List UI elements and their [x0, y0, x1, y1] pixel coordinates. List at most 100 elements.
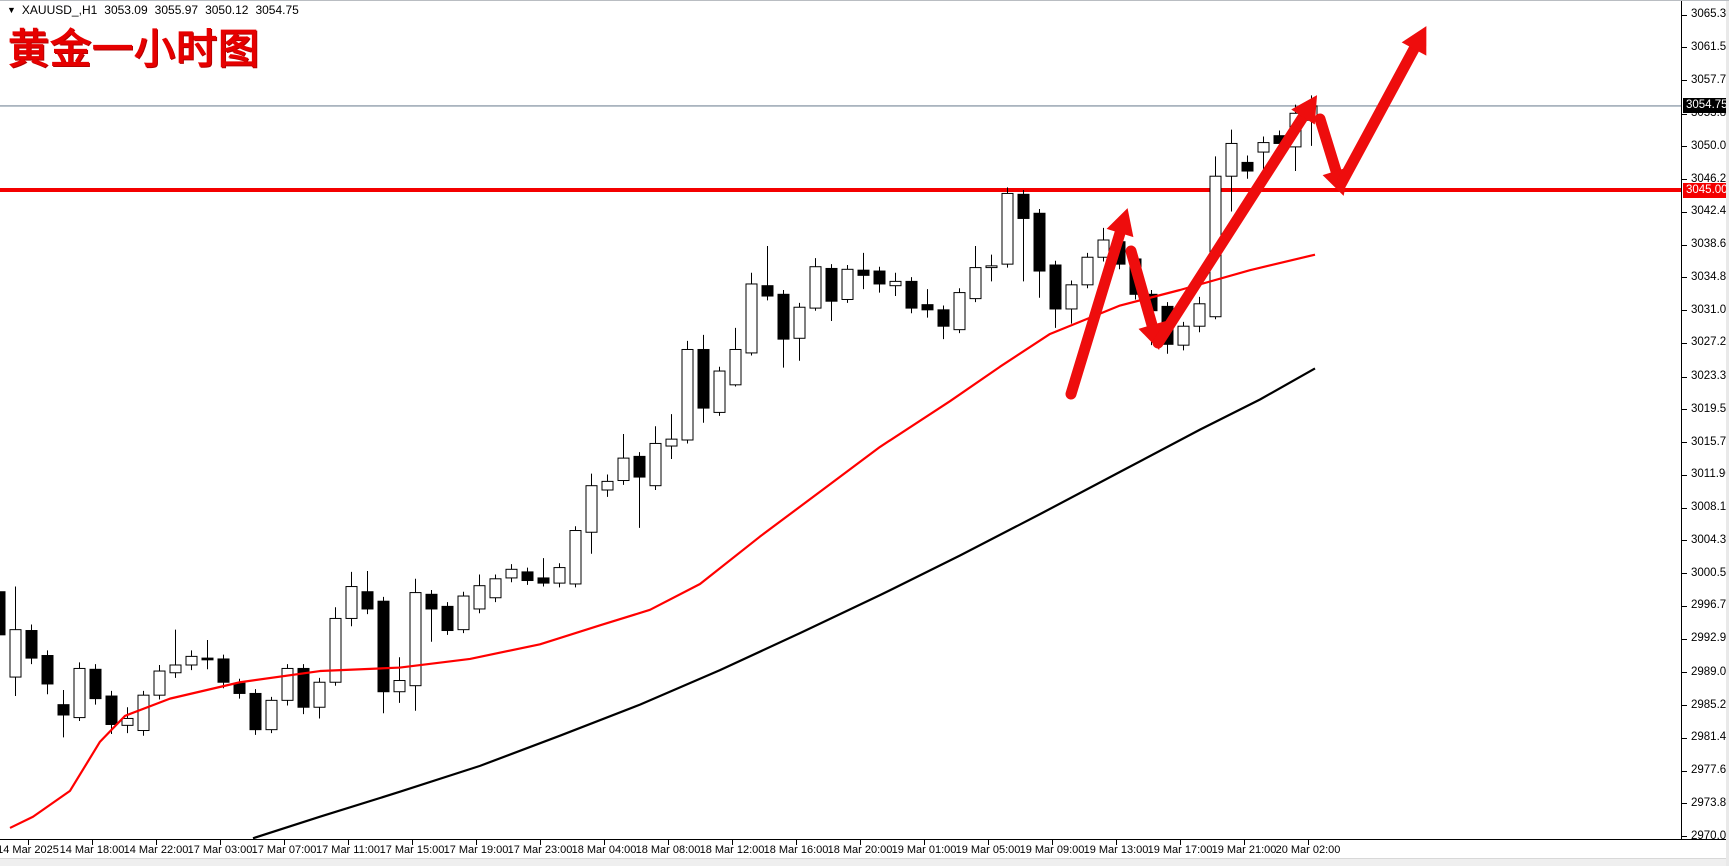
- price-tick: [1681, 540, 1687, 542]
- candle: [777, 290, 790, 368]
- time-tick: [988, 840, 989, 845]
- time-tick-label: 17 Mar 15:00: [379, 844, 445, 856]
- candle: [825, 264, 838, 322]
- candle: [345, 571, 358, 627]
- candle: [313, 677, 326, 719]
- trend-arrow-shaft[interactable]: [1335, 43, 1420, 190]
- trend-arrow-head[interactable]: [1291, 95, 1318, 125]
- price-tick-label: 3019.50: [1691, 402, 1729, 415]
- price-tick: [1681, 638, 1687, 640]
- price-tick: [1681, 770, 1687, 772]
- candle: [281, 664, 294, 706]
- time-tick-label: 19 Mar 21:00: [1211, 844, 1277, 856]
- candle: [0, 591, 6, 636]
- candle: [505, 564, 518, 583]
- candle: [1049, 260, 1062, 328]
- price-tick-label: 2996.70: [1691, 599, 1729, 612]
- price-tick: [1681, 474, 1687, 476]
- candle: [761, 246, 774, 301]
- price-tick: [1681, 113, 1687, 115]
- price-tick: [1681, 803, 1687, 805]
- chart-title: 黄金一小时图: [8, 26, 260, 72]
- trend-arrow-head[interactable]: [1401, 26, 1427, 56]
- candle: [1081, 252, 1094, 289]
- candle: [553, 563, 566, 588]
- candle: [1257, 136, 1270, 171]
- price-tick: [1681, 705, 1687, 707]
- trend-arrow-shaft[interactable]: [1065, 227, 1126, 400]
- price-tick: [1681, 605, 1687, 607]
- price-tick: [1681, 737, 1687, 739]
- price-tick: [1681, 342, 1687, 344]
- time-tick-label: 17 Mar 19:00: [443, 844, 509, 856]
- slow-ma-line: [252, 367, 1316, 840]
- candle: [1177, 321, 1190, 351]
- price-tick-label: 3046.20: [1691, 172, 1729, 185]
- price-tick-label: 3015.70: [1691, 435, 1729, 448]
- price-tick-label: 3065.30: [1691, 8, 1729, 20]
- price-tick-label: 3042.40: [1691, 205, 1729, 218]
- time-tick-label: 18 Mar 04:00: [571, 844, 637, 856]
- price-tick: [1681, 507, 1687, 509]
- price-tick: [1681, 211, 1687, 213]
- price-tick-label: 2970.00: [1691, 829, 1729, 842]
- candle: [569, 526, 582, 588]
- candle: [425, 590, 438, 642]
- time-tick: [1308, 840, 1309, 845]
- candle: [1097, 227, 1110, 262]
- time-tick-label: 14 Mar 2025: [0, 844, 59, 856]
- candle: [489, 574, 502, 603]
- window-bottom-strip: [0, 858, 1729, 866]
- time-tick: [1244, 840, 1245, 845]
- time-tick-label: 17 Mar 11:00: [315, 844, 380, 856]
- candle: [153, 665, 166, 700]
- hline-price-tag: 3045.00: [1683, 182, 1729, 198]
- time-tick-label: 18 Mar 16:00: [763, 844, 829, 856]
- candle: [745, 272, 758, 356]
- time-tick-label: 14 Mar 18:00: [59, 844, 125, 856]
- candle: [905, 277, 918, 314]
- time-tick: [284, 840, 285, 845]
- trend-arrow-shaft[interactable]: [1125, 245, 1158, 331]
- candle: [41, 650, 54, 695]
- price-tick-label: 2985.20: [1691, 698, 1729, 711]
- candle: [937, 305, 950, 340]
- candle: [809, 258, 822, 311]
- price-tick: [1681, 409, 1687, 411]
- price-tick: [1681, 376, 1687, 378]
- candle: [105, 690, 118, 734]
- trend-arrow-shaft[interactable]: [1314, 113, 1342, 177]
- price-tick-label: 3027.20: [1691, 336, 1729, 349]
- candle: [1225, 129, 1238, 212]
- price-tick-label: 3038.60: [1691, 238, 1729, 251]
- time-tick: [604, 840, 605, 845]
- price-tick-label: 3023.30: [1691, 370, 1729, 383]
- time-tick: [860, 840, 861, 845]
- price-tick: [1681, 244, 1687, 246]
- price-tick-label: 3057.70: [1691, 73, 1729, 86]
- time-tick-label: 17 Mar 07:00: [251, 844, 317, 856]
- candle: [217, 654, 230, 689]
- price-tick: [1681, 179, 1687, 181]
- time-tick-label: 20 Mar 02:00: [1275, 844, 1341, 856]
- candle: [1193, 296, 1206, 333]
- candle: [57, 690, 70, 738]
- trend-arrow-head[interactable]: [1106, 208, 1134, 238]
- candle: [1241, 155, 1254, 179]
- symbol-ohlc-bar: ▼ XAUUSD_,H1 3053.09 3055.97 3050.12 3054.75: [7, 3, 299, 17]
- trend-arrow-shaft[interactable]: [1152, 111, 1309, 349]
- time-tick: [924, 840, 925, 845]
- time-tick: [92, 840, 93, 845]
- price-tick-label: 3004.30: [1691, 533, 1729, 546]
- candle: [985, 254, 998, 282]
- candle: [633, 452, 646, 528]
- price-tick-label: 2973.80: [1691, 796, 1729, 809]
- symbol-dropdown-icon[interactable]: ▼: [7, 5, 16, 15]
- price-tick-label: 3061.50: [1691, 40, 1729, 53]
- window-right-strip: [1726, 1, 1729, 866]
- price-tick: [1681, 836, 1687, 838]
- candle: [681, 340, 694, 444]
- time-axis-border: [0, 839, 1729, 840]
- time-tick: [220, 840, 221, 845]
